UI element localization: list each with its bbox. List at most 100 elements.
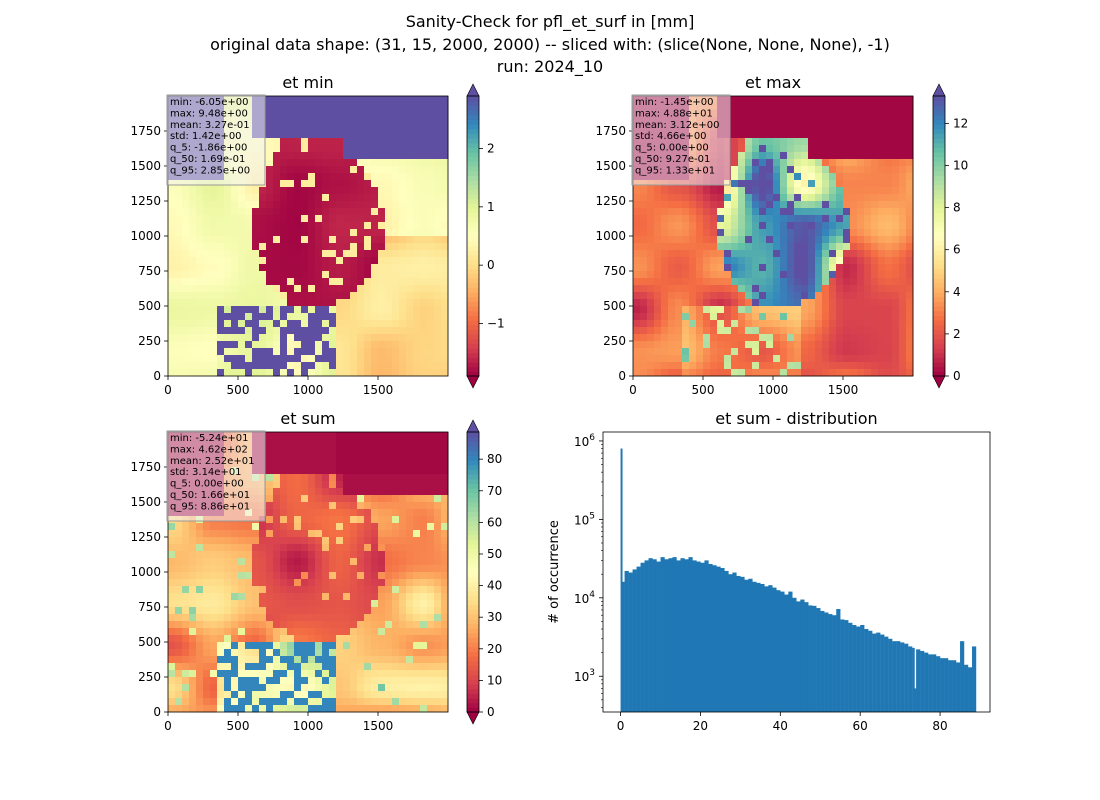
heatmap-cell (210, 222, 218, 230)
heatmap-cell (287, 257, 295, 265)
heatmap-cell (322, 355, 330, 363)
heatmap-cell (315, 439, 323, 447)
heatmap-cell (350, 208, 358, 216)
heatmap-cell (266, 691, 274, 699)
heatmap-cell (675, 369, 683, 377)
heatmap-cell (280, 257, 288, 265)
heatmap-cell (385, 537, 393, 545)
heatmap-cell (413, 362, 421, 370)
heatmap-cell (378, 572, 386, 580)
heatmap-cell (399, 306, 407, 314)
heatmap-cell (329, 159, 337, 167)
heatmap-cell (661, 271, 669, 279)
heatmap-cell (689, 222, 697, 230)
heatmap-cell (724, 292, 732, 300)
heatmap-cell (385, 110, 393, 118)
heatmap-cell (238, 593, 246, 601)
heatmap-cell (413, 285, 421, 293)
stats-line: max: 4.88e+01 (635, 108, 713, 119)
heatmap-cell (871, 306, 879, 314)
heatmap-cell (266, 250, 274, 258)
heatmap-cell (266, 243, 274, 251)
heatmap-cell (301, 698, 309, 706)
heatmap-cell (322, 530, 330, 538)
heatmap-cell (633, 208, 641, 216)
heatmap-cell (217, 264, 225, 272)
heatmap-cell (259, 586, 267, 594)
heatmap-cell (434, 600, 442, 608)
heatmap-cell (343, 453, 351, 461)
heatmap-cell (773, 313, 781, 321)
heatmap-cell (731, 285, 739, 293)
heatmap-cell (189, 250, 197, 258)
heatmap-cell (703, 236, 711, 244)
heatmap-cell (633, 306, 641, 314)
heatmap-cell (878, 208, 886, 216)
heatmap-cell (245, 236, 253, 244)
heatmap-cell (864, 152, 872, 160)
heatmap-cell (343, 551, 351, 559)
heatmap-cell (231, 600, 239, 608)
heatmap-cell (899, 285, 907, 293)
heatmap-cell (182, 670, 190, 678)
heatmap-cell (399, 565, 407, 573)
heatmap-cell (336, 509, 344, 517)
heatmap-cell (308, 593, 316, 601)
heatmap-cell (406, 243, 414, 251)
heatmap-cell (280, 698, 288, 706)
heatmap-cell (822, 131, 830, 139)
heatmap-cell (640, 278, 648, 286)
heatmap-cell (759, 257, 767, 265)
heatmap-cell (399, 642, 407, 650)
heatmap-cell (210, 642, 218, 650)
heatmap-cell (210, 187, 218, 195)
heatmap-cell (745, 334, 753, 342)
heatmap-cell (315, 488, 323, 496)
heatmap-cell (336, 222, 344, 230)
heatmap-cell (196, 285, 204, 293)
heatmap-cell (378, 369, 386, 377)
heatmap-cell (266, 509, 274, 517)
heatmap-cell (682, 341, 690, 349)
heatmap-cell (385, 628, 393, 636)
heatmap-cell (336, 229, 344, 237)
heatmap-cell (441, 96, 449, 104)
heatmap-cell (238, 565, 246, 573)
colorbar-segment (467, 296, 479, 302)
heatmap-cell (371, 215, 379, 223)
heatmap-cell (280, 166, 288, 174)
heatmap-cell (175, 544, 183, 552)
heatmap-cell (392, 684, 400, 692)
colorbar-segment (933, 166, 945, 172)
heatmap-cell (315, 271, 323, 279)
heatmap-cell (822, 299, 830, 307)
heatmap-cell (287, 271, 295, 279)
heatmap-cell (815, 355, 823, 363)
heatmap-cell (336, 369, 344, 377)
stats-line: mean: 3.27e-01 (170, 120, 250, 131)
heatmap-cell (906, 201, 914, 209)
heatmap-cell (850, 194, 858, 202)
heatmap-cell (294, 593, 302, 601)
heatmap-cell (378, 222, 386, 230)
heatmap-cell (196, 320, 204, 328)
heatmap-cell (850, 145, 858, 153)
heatmap-cell (182, 257, 190, 265)
heatmap-cell (808, 264, 816, 272)
heatmap-cell (315, 117, 323, 125)
heatmap-cell (836, 341, 844, 349)
heatmap-cell (696, 285, 704, 293)
heatmap-cell (301, 593, 309, 601)
heatmap-cell (752, 355, 760, 363)
heatmap-cell (899, 334, 907, 342)
heatmap-cell (836, 180, 844, 188)
heatmap-cell (385, 530, 393, 538)
heatmap-cell (668, 327, 676, 335)
heatmap-cell (836, 159, 844, 167)
heatmap-cell (350, 299, 358, 307)
heatmap-cell (273, 194, 281, 202)
heatmap-cell (427, 313, 435, 321)
heatmap-cell (308, 369, 316, 377)
heatmap-cell (794, 138, 802, 146)
heatmap-cell (710, 271, 718, 279)
